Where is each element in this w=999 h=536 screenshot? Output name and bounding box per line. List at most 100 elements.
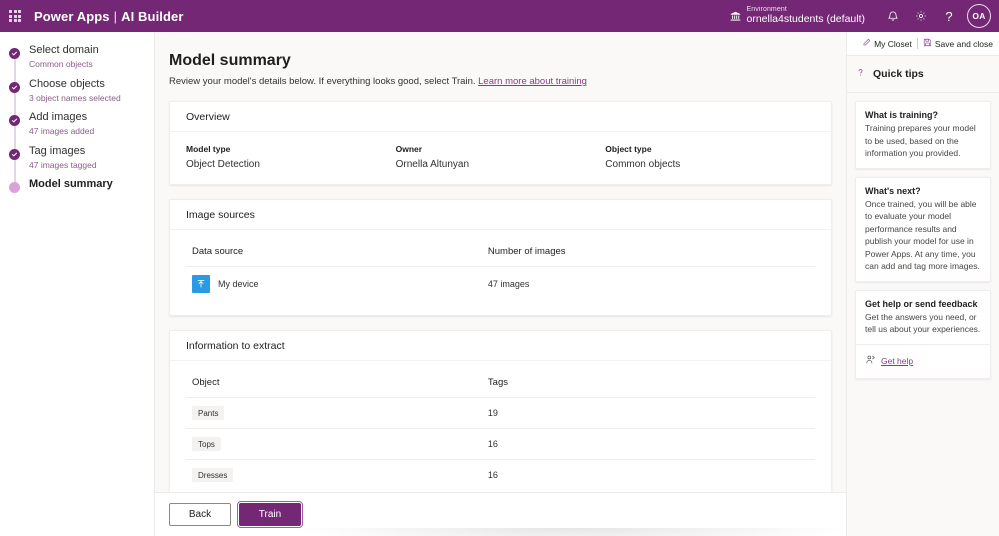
environment-name: ornella4students (default) (746, 13, 866, 26)
overview-field-model-type: Model type Object Detection (186, 144, 396, 170)
cell-object: Pants (186, 397, 488, 429)
field-label: Owner (395, 144, 423, 154)
save-and-close-button[interactable]: Save and close (923, 38, 993, 49)
overview-card: Overview Model type Object Detection Own… (169, 101, 832, 185)
stepper-item-select-domain[interactable]: Select domain Common objects (0, 44, 154, 83)
model-name-label: My Closet (874, 38, 912, 49)
settings-button[interactable] (907, 0, 935, 32)
footer-action-bar: Back Train (155, 492, 846, 536)
stepper-item-add-images[interactable]: Add images 47 images added (0, 111, 154, 150)
step-subtitle: 47 images tagged (29, 159, 97, 170)
object-chip: Pants (192, 406, 225, 420)
step-title: Tag images (29, 144, 86, 157)
field-label: Object type (605, 144, 652, 154)
step-marker (9, 111, 27, 150)
step-connector-line (14, 57, 16, 83)
waffle-menu-button[interactable] (0, 0, 30, 32)
back-button[interactable]: Back (169, 503, 231, 526)
content-scroll-area: Model summary Review your model's detail… (155, 32, 846, 492)
top-app-bar: Power Apps | AI Builder Environment ornell… (0, 0, 999, 32)
save-and-close-label: Save and close (934, 38, 993, 49)
cell-object: Tops (186, 428, 488, 460)
table-row[interactable]: Dresses 16 (186, 460, 815, 491)
table-header: Object Tags (186, 373, 815, 398)
information-to-extract-table: Object Tags Pants 19 (186, 373, 815, 490)
image-sources-heading: Image sources (170, 200, 831, 230)
step-title: Choose objects (29, 77, 105, 90)
notifications-button[interactable] (879, 0, 907, 32)
get-help-link[interactable]: Get help (881, 355, 914, 366)
stepper-item-model-summary[interactable]: Model summary (0, 178, 154, 212)
stepper-item-choose-objects[interactable]: Choose objects 3 object names selected (0, 78, 154, 117)
question-icon (855, 65, 866, 83)
step-subtitle: 47 images added (29, 126, 95, 136)
learn-more-link[interactable]: Learn more about training (478, 76, 587, 87)
edit-model-name-button[interactable]: My Closet (862, 38, 912, 49)
tip-heading: What's next? (865, 185, 921, 196)
step-connector-line (14, 90, 16, 117)
table-header-row: Data source Number of images (186, 242, 815, 267)
tip-body: Training prepares your model to be used,… (865, 123, 976, 158)
step-connector-line (14, 157, 16, 184)
app-name: AI Builder (121, 8, 184, 24)
help-button[interactable]: ? (935, 0, 963, 32)
step-title: Select domain (29, 44, 99, 56)
step-current-icon (9, 182, 20, 193)
table-row[interactable]: Pants 19 (186, 397, 815, 429)
table-body: Pants 19 Tops 16 (186, 397, 815, 491)
table-body: My device 47 images (186, 267, 815, 302)
environment-label: Environment (746, 6, 787, 14)
step-complete-icon (9, 81, 20, 93)
step-text: Tag images 47 images tagged (27, 145, 97, 179)
product-name: Power Apps (34, 8, 110, 24)
brand-title[interactable]: Power Apps | AI Builder (34, 9, 184, 24)
step-subtitle: 3 object names selected (29, 92, 121, 103)
progress-stepper: Select domain Common objects Choose obje… (0, 32, 155, 536)
tip-footer: Get help (856, 343, 990, 370)
environment-selector[interactable]: Environment ornella4students (default) (747, 6, 880, 25)
tip-heading: What is training? (865, 110, 938, 120)
avatar[interactable]: OA (967, 4, 991, 28)
table-row[interactable]: Tops 16 (186, 428, 815, 460)
object-chip: Tops (192, 437, 221, 451)
step-complete-icon (9, 115, 20, 126)
step-text: Choose objects 3 object names selected (27, 78, 121, 112)
image-sources-card: Image sources Data source Number of imag… (169, 199, 832, 316)
app-bar-right-cluster: Environment ornella4students (default) ?… (725, 0, 999, 32)
step-marker (9, 178, 27, 212)
overview-heading: Overview (170, 102, 831, 132)
column-header-object: Object (186, 373, 488, 398)
train-button[interactable]: Train (237, 501, 303, 528)
upload-device-icon (192, 275, 210, 293)
information-to-extract-card: Information to extract Object Tags (169, 330, 832, 492)
page-subtitle: Review your model's details below. If ev… (169, 76, 846, 87)
quick-tips-list: What is training? Training prepares your… (847, 93, 999, 387)
field-label: Model type (186, 144, 231, 154)
overview-fields-row: Model type Object Detection Owner Ornell… (186, 144, 815, 170)
tip-body: Once trained, you will be able to evalua… (865, 198, 980, 272)
step-title: Model summary (29, 178, 113, 190)
overview-field-owner: Owner Ornella Altunyan (396, 144, 606, 170)
stepper-item-tag-images[interactable]: Tag images 47 images tagged (0, 145, 154, 184)
cell-tags: 19 (487, 397, 815, 429)
step-complete-icon (9, 48, 20, 59)
table-header: Data source Number of images (186, 242, 815, 267)
tip-heading: Get help or send feedback (865, 298, 978, 309)
question-icon: ? (945, 8, 953, 24)
tip-body: Get the answers you need, or tell us abo… (865, 311, 981, 335)
app-shell: Select domain Common objects Choose obje… (0, 32, 999, 536)
step-text: Add images 47 images added (27, 111, 94, 145)
field-value: Common objects (605, 159, 681, 170)
step-marker (9, 78, 27, 117)
object-chip: Dresses (192, 468, 234, 482)
table-row[interactable]: My device 47 images (186, 267, 815, 302)
step-marker (9, 145, 27, 184)
step-complete-icon (9, 148, 20, 160)
image-sources-table: Data source Number of images (186, 242, 815, 301)
pencil-icon (862, 38, 871, 49)
main-content: Model summary Review your model's detail… (155, 32, 846, 536)
image-sources-body: Data source Number of images (170, 230, 831, 315)
brand-separator: | (113, 8, 118, 24)
environment-icon (725, 0, 747, 32)
cell-tags: 16 (487, 428, 815, 460)
